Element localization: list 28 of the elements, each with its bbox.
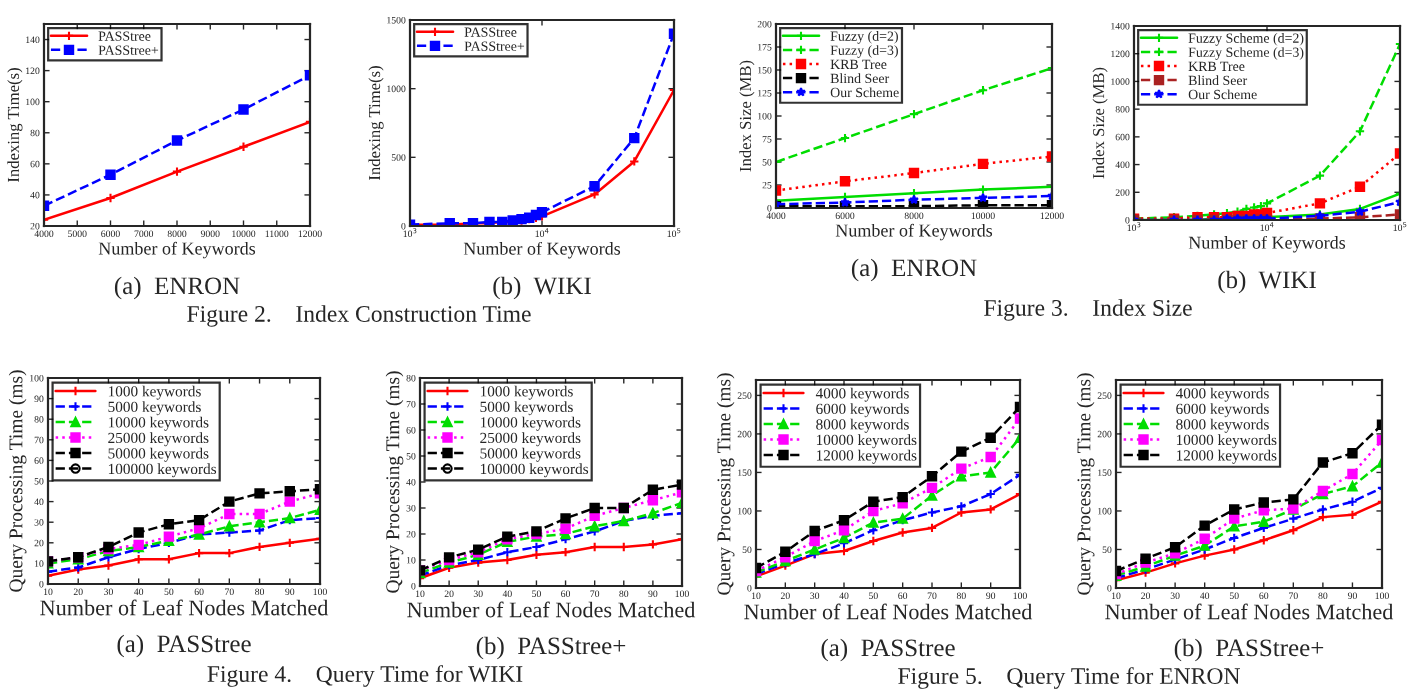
caption: Figure 3. Index Size xyxy=(984,299,1192,321)
y-axis-title: Query Processing Time (ms) xyxy=(385,371,404,593)
text: (a) PASStree xyxy=(117,634,251,658)
y-axis-title: Query Processing Time (ms) xyxy=(716,373,735,595)
text: (b) PASStree+ xyxy=(1174,638,1324,662)
caption: Figure 5. Query Time for ENRON xyxy=(898,667,1240,689)
caption: Figure 2. Index Construction Time xyxy=(187,305,531,327)
y-axis-title: Indexing Time(s) xyxy=(7,68,23,183)
text: (b) WIKI xyxy=(493,276,591,300)
y-axis-title: Index Size (MB) xyxy=(739,60,755,172)
text: (b) WIKI xyxy=(1218,270,1316,294)
y-axis-title: Indexing Time(s) xyxy=(368,66,384,181)
x-axis-title: Number of Keywords xyxy=(463,241,621,259)
caption: Figure 4. Query Time for WIKI xyxy=(207,665,523,687)
x-axis-title: Number of Keywords xyxy=(835,223,993,241)
x-axis-title: Number of Keywords xyxy=(98,241,256,259)
x-axis-title: Number of Leaf Nodes Matched xyxy=(1105,603,1394,620)
y-axis-title: Index Size (MB) xyxy=(1092,67,1108,179)
x-axis-title: Number of Leaf Nodes Matched xyxy=(40,599,329,616)
text: (a) ENRON xyxy=(851,258,977,282)
text: (b) PASStree+ xyxy=(476,636,626,660)
x-axis-title: Number of Keywords xyxy=(1188,235,1346,253)
text: (a) PASStree xyxy=(821,638,955,662)
text: (a) ENRON xyxy=(114,276,240,300)
x-axis-title: Number of Leaf Nodes Matched xyxy=(744,603,1033,620)
y-axis-title: Query Processing Time (ms) xyxy=(1076,373,1095,595)
y-axis-title: Query Processing Time (ms) xyxy=(8,370,27,592)
x-axis-title: Number of Leaf Nodes Matched xyxy=(407,601,696,618)
